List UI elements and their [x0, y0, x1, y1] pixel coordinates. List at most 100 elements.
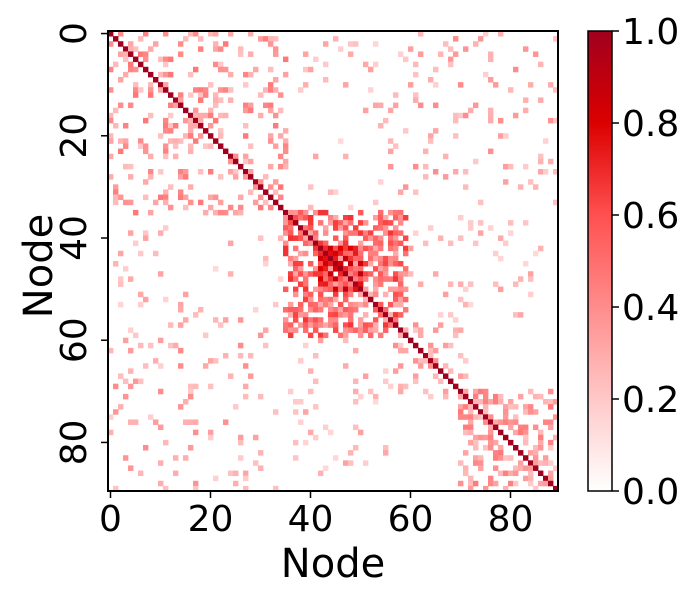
- heatmap-cell: [523, 107, 529, 114]
- heatmap-cell: [333, 276, 339, 282]
- heatmap-cell: [513, 404, 519, 410]
- heatmap-cell: [293, 327, 299, 333]
- heatmap-cell: [363, 261, 369, 267]
- heatmap-cell: [313, 317, 319, 323]
- heatmap-cell: [333, 455, 339, 461]
- heatmap-cell: [148, 82, 154, 88]
- heatmap-cell: [363, 301, 369, 308]
- heatmap-cell: [463, 373, 469, 379]
- heatmap-cell: [303, 225, 309, 231]
- heatmap-cell: [463, 358, 469, 364]
- heatmap-cell: [293, 455, 299, 461]
- heatmap-cell: [258, 465, 264, 471]
- heatmap-cell: [343, 240, 349, 247]
- heatmap-cell: [183, 133, 189, 139]
- heatmap-cell: [263, 261, 269, 267]
- heatmap-cell: [133, 209, 139, 216]
- heatmap-cell: [333, 220, 339, 226]
- heatmap-cell: [413, 327, 419, 333]
- heatmap-cell: [308, 240, 314, 247]
- heatmap-cell: [533, 184, 539, 190]
- heatmap-cell: [128, 46, 134, 52]
- heatmap-cell: [338, 240, 344, 247]
- heatmap-cell: [383, 322, 389, 328]
- heatmap-cell: [393, 271, 399, 277]
- heatmap-cell: [358, 322, 364, 328]
- heatmap-cell: [518, 184, 524, 190]
- heatmap-cell: [528, 276, 534, 282]
- heatmap-cell: [188, 383, 194, 390]
- heatmap-cell: [498, 393, 504, 400]
- heatmap-cell: [368, 271, 374, 277]
- heatmap-cell: [343, 220, 349, 226]
- heatmap-cell: [328, 255, 334, 262]
- heatmap-cell: [488, 475, 494, 482]
- heatmap-cell: [423, 353, 429, 359]
- heatmap-cell: [283, 240, 289, 247]
- heatmap-cell: [363, 460, 369, 466]
- heatmap-cell: [348, 291, 354, 298]
- heatmap-cell: [413, 97, 419, 103]
- heatmap-cell: [308, 368, 314, 374]
- heatmap-cell: [123, 378, 129, 385]
- heatmap-cell: [263, 36, 269, 42]
- heatmap-cell: [128, 347, 134, 354]
- heatmap-cell: [293, 245, 299, 252]
- heatmap-cell: [458, 480, 464, 487]
- heatmap-cell: [553, 199, 559, 206]
- heatmap-cell: [508, 470, 514, 477]
- heatmap-cell: [383, 378, 389, 385]
- heatmap-cell: [173, 455, 179, 461]
- heatmap-cell: [468, 107, 474, 114]
- heatmap-cell: [513, 419, 519, 425]
- heatmap-cell: [193, 312, 199, 318]
- heatmap-cell: [328, 317, 334, 323]
- heatmap-cell: [188, 133, 194, 139]
- heatmap-cell: [373, 61, 379, 68]
- heatmap-cell: [308, 204, 314, 211]
- heatmap-cell: [318, 245, 324, 252]
- heatmap-cell: [418, 327, 424, 333]
- heatmap-cell: [313, 404, 319, 410]
- heatmap-cell: [453, 117, 459, 124]
- heatmap-cell: [173, 153, 179, 160]
- heatmap-cell: [343, 276, 349, 282]
- heatmap-cell: [468, 281, 474, 287]
- heatmap-cell: [178, 307, 184, 313]
- heatmap-cell: [418, 347, 424, 354]
- heatmap-cell: [168, 204, 174, 211]
- heatmap-cell: [248, 31, 254, 37]
- heatmap-cell: [268, 204, 274, 211]
- heatmap-cell: [343, 245, 349, 252]
- heatmap-cell: [218, 199, 224, 206]
- heatmap-cell: [233, 209, 239, 216]
- heatmap-cell: [398, 312, 404, 318]
- heatmap-cell: [373, 281, 379, 287]
- heatmap-cell: [263, 199, 269, 206]
- heatmap-cell: [223, 41, 229, 47]
- heatmap-cell: [108, 133, 114, 139]
- heatmap-cell: [443, 153, 449, 160]
- heatmap-cell: [278, 204, 284, 211]
- heatmap-cell: [428, 133, 434, 139]
- heatmap-cell: [523, 475, 529, 482]
- heatmap-cell: [323, 296, 329, 303]
- heatmap-cell: [388, 230, 394, 236]
- heatmap-cell: [488, 56, 494, 63]
- heatmap-cell: [288, 215, 294, 221]
- heatmap-cell: [383, 215, 389, 221]
- heatmap-cell: [463, 414, 469, 420]
- heatmap-cell: [293, 312, 299, 318]
- heatmap-cell: [178, 97, 184, 103]
- heatmap-cell: [413, 342, 419, 349]
- heatmap-cell: [473, 439, 479, 446]
- heatmap-cell: [163, 485, 169, 492]
- heatmap-cell: [273, 409, 279, 415]
- heatmap-cell: [433, 373, 439, 379]
- heatmap-cell: [523, 163, 529, 170]
- heatmap-cell: [473, 404, 479, 410]
- heatmap-cell: [158, 271, 164, 277]
- heatmap-cell: [373, 41, 379, 47]
- heatmap-cell: [418, 102, 424, 109]
- heatmap-cell: [353, 261, 359, 267]
